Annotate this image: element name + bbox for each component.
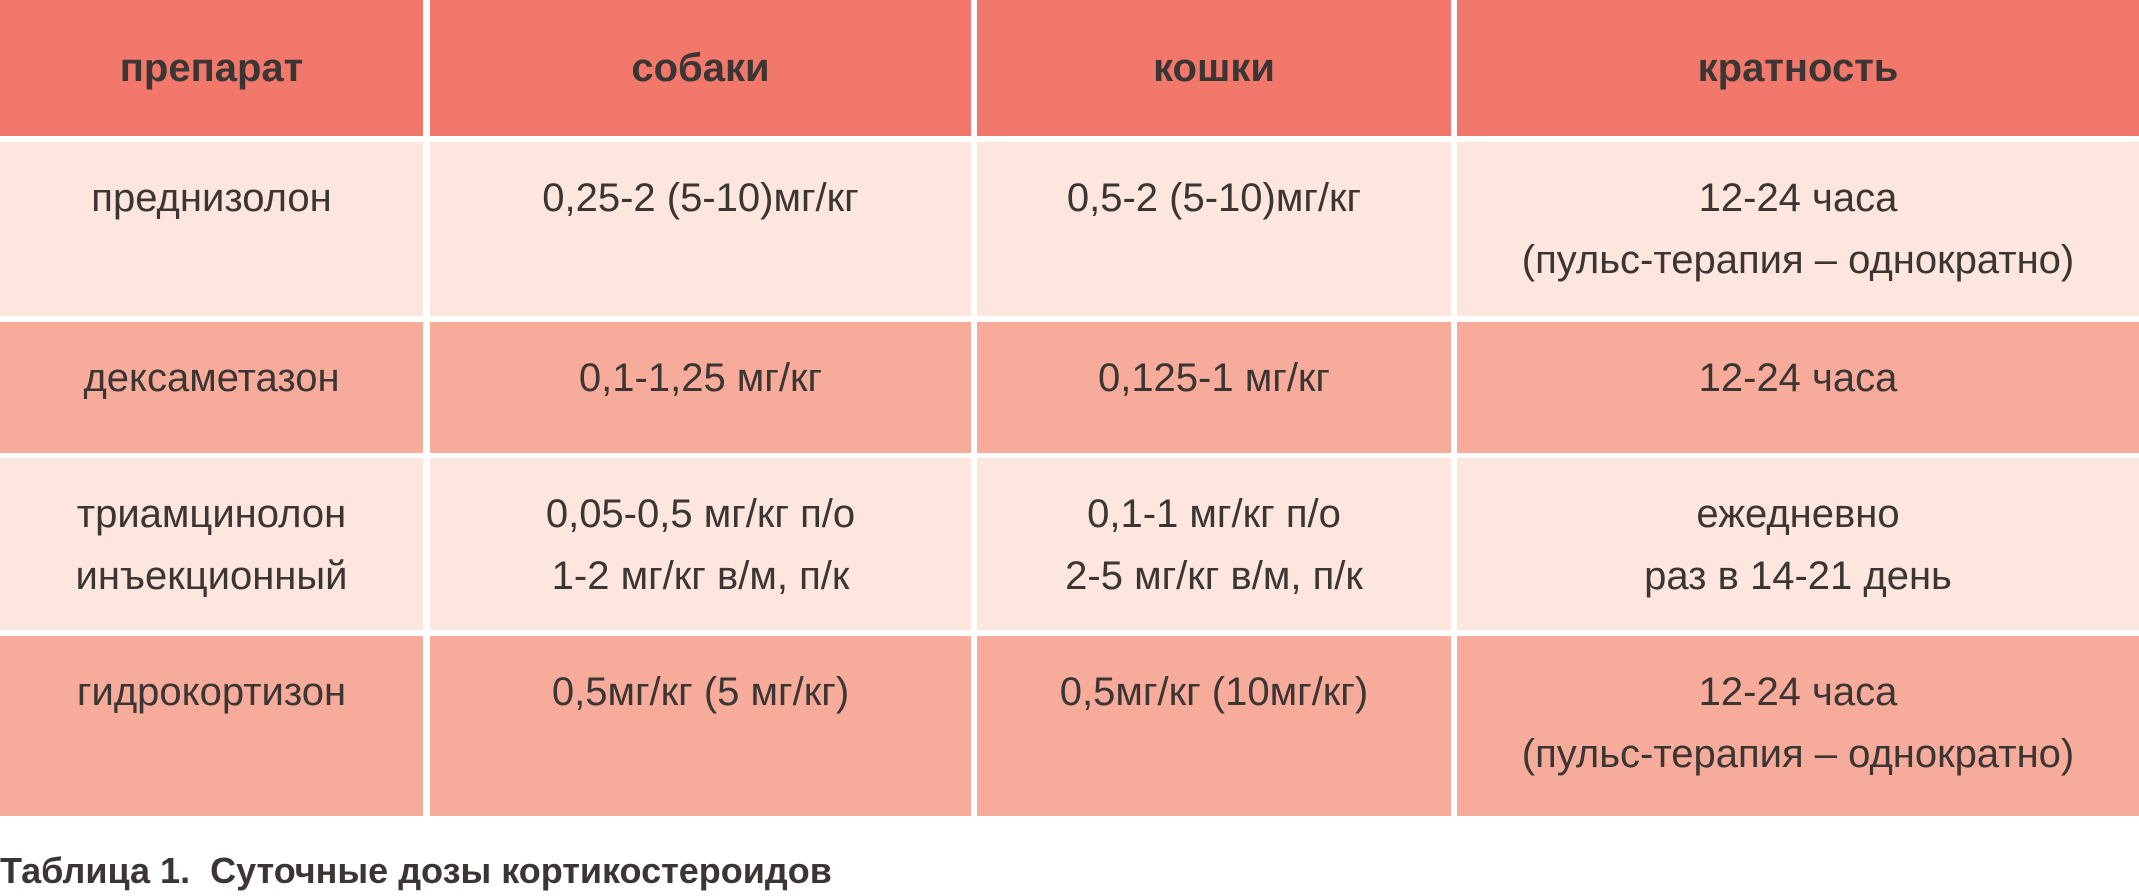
table-cell: 12-24 часа — [1457, 322, 2139, 453]
table-cell: 0,5мг/кг (5 мг/кг) — [430, 636, 971, 816]
cell-text: инъекционный — [75, 554, 348, 598]
table-cell: преднизолон — [0, 142, 423, 316]
cell-text: ежедневно — [1696, 492, 1900, 536]
table-cell: ежедневно раз в 14-21 день — [1457, 458, 2139, 630]
header-cell: кратность — [1457, 0, 2139, 136]
header-cell: кошки — [977, 0, 1451, 136]
cell-text: триамцинолон — [76, 492, 347, 536]
table-cell: 0,05-0,5 мг/кг п/о 1-2 мг/кг в/м, п/к — [430, 458, 971, 630]
cell-text: 12-24 часа — [1698, 356, 1898, 400]
header-cell: препарат — [0, 0, 423, 136]
table-cell: триамцинолон инъекционный — [0, 458, 423, 630]
cell-text: раз в 14-21 день — [1644, 554, 1952, 598]
cell-text: дексаметазон — [83, 356, 340, 400]
cell-text: 0,1-1,25 мг/кг — [578, 356, 823, 400]
cell-text: 0,5-2 (5-10)мг/кг — [1066, 176, 1362, 220]
cell-text: 12-24 часа — [1698, 670, 1898, 714]
table-cell: дексаметазон — [0, 322, 423, 453]
cell-text: 1-2 мг/кг в/м, п/к — [551, 554, 850, 598]
table-caption: Таблица 1. Суточные дозы кортикостероидо… — [0, 850, 832, 891]
table-cell: 0,125-1 мг/кг — [977, 322, 1451, 453]
table-cell: 0,5мг/кг (10мг/кг) — [977, 636, 1451, 816]
table-cell: 0,1-1,25 мг/кг — [430, 322, 971, 453]
cell-text: 0,05-0,5 мг/кг п/о — [545, 492, 856, 536]
cell-text: 0,5мг/кг (10мг/кг) — [1059, 670, 1369, 714]
cell-text: 0,25-2 (5-10)мг/кг — [542, 176, 859, 220]
table-cell: 0,5-2 (5-10)мг/кг — [977, 142, 1451, 316]
table-cell: 12-24 часа (пульс-терапия – однократно) — [1457, 142, 2139, 316]
table-cell: 0,25-2 (5-10)мг/кг — [430, 142, 971, 316]
table-cell: 12-24 часа (пульс-терапия – однократно) — [1457, 636, 2139, 816]
cell-text: (пульс-терапия – однократно) — [1521, 238, 2075, 282]
cell-text: гидрокортизон — [76, 670, 347, 714]
cell-text: преднизолон — [91, 176, 332, 220]
cell-text: 2-5 мг/кг в/м, п/к — [1065, 554, 1363, 598]
table-cell: гидрокортизон — [0, 636, 423, 816]
table-cell: 0,1-1 мг/кг п/о 2-5 мг/кг в/м, п/к — [977, 458, 1451, 630]
cell-text: (пульс-терапия – однократно) — [1521, 732, 2075, 776]
header-cell: собаки — [430, 0, 971, 136]
cell-text: 0,5мг/кг (5 мг/кг) — [551, 670, 850, 714]
cell-text: 12-24 часа — [1698, 176, 1898, 220]
cell-text: 0,1-1 мг/кг п/о — [1087, 492, 1341, 536]
cell-text: 0,125-1 мг/кг — [1097, 356, 1331, 400]
